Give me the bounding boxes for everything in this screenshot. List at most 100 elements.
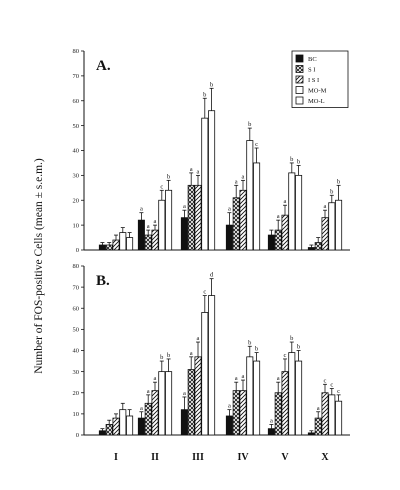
bar [321, 217, 329, 251]
bar [158, 199, 166, 251]
legend-swatch [295, 65, 304, 73]
bar [119, 409, 127, 436]
significance-label: a [154, 375, 157, 382]
x-tick-label: X [321, 452, 329, 463]
significance-label: b [167, 352, 170, 359]
y-tick-label: 0 [76, 247, 79, 254]
significance-label: a [284, 198, 287, 205]
y-tick-label: 60 [73, 305, 80, 312]
bar [335, 199, 343, 251]
bar [126, 415, 134, 436]
y-axis-label: Number of FOS-positive Cells (mean ± s.e… [33, 158, 45, 374]
x-tick-label: II [151, 452, 159, 463]
bar [194, 356, 202, 436]
bar [281, 214, 289, 251]
bar [194, 184, 202, 251]
significance-label: b [330, 188, 333, 195]
bar [137, 417, 145, 436]
bar [137, 219, 145, 251]
bar [119, 232, 127, 251]
x-tick-label: V [281, 452, 289, 463]
significance-label: d [210, 272, 214, 279]
bar [307, 247, 315, 251]
y-tick-label: 0 [76, 432, 79, 439]
significance-label: c [284, 352, 287, 359]
y-tick-label: 10 [73, 222, 80, 229]
bar [314, 417, 322, 436]
panel-label: A. [96, 58, 111, 74]
bar [307, 432, 315, 436]
significance-label: b [248, 339, 251, 346]
significance-label: b [210, 81, 213, 88]
bar [187, 369, 195, 436]
legend-swatch [295, 96, 304, 105]
legend-label: I S I [308, 77, 319, 84]
bar [232, 197, 240, 251]
significance-label: a [147, 223, 150, 230]
significance-label: a [154, 218, 157, 225]
significance-label: b [297, 158, 300, 165]
bar [281, 371, 289, 436]
y-tick-label: 10 [73, 411, 80, 418]
significance-label: b [290, 335, 293, 342]
legend-label: MO-M [308, 88, 327, 95]
significance-label: a [190, 350, 193, 357]
bar [328, 202, 336, 251]
bar [98, 430, 106, 436]
bar [321, 392, 329, 436]
y-tick-label: 70 [73, 73, 80, 80]
x-tick-label: I [114, 452, 118, 463]
bar [239, 189, 247, 251]
legend-swatch [295, 75, 304, 84]
significance-label: c [324, 377, 327, 384]
y-tick-label: 30 [73, 369, 80, 376]
y-tick-label: 80 [73, 48, 80, 55]
legend-label: MO-L [308, 98, 325, 105]
bar [232, 390, 240, 436]
bar [246, 140, 254, 251]
bar [239, 390, 247, 436]
significance-label: a [197, 168, 200, 175]
bar [151, 229, 159, 251]
y-tick-label: 50 [73, 123, 80, 130]
bar [201, 312, 209, 436]
bar [158, 371, 166, 436]
bar [208, 295, 216, 436]
bar [246, 356, 254, 436]
y-tick-label: 60 [73, 98, 80, 105]
bar [208, 110, 216, 251]
bar [165, 189, 173, 251]
significance-label: a [140, 405, 143, 412]
significance-label: b [297, 344, 300, 351]
y-tick-label: 30 [73, 173, 80, 180]
bar [253, 360, 261, 436]
bar [151, 390, 159, 436]
x-tick-label: IV [237, 452, 249, 463]
y-tick-label: 20 [73, 390, 80, 397]
significance-label: a [235, 178, 238, 185]
significance-label: a [324, 203, 327, 210]
significance-label: a [228, 206, 231, 213]
significance-label: b [160, 354, 163, 361]
significance-label: a [183, 390, 186, 397]
bar [253, 162, 261, 251]
bar [274, 392, 282, 436]
bar [105, 424, 113, 436]
legend-swatch [295, 54, 304, 63]
bar [144, 234, 152, 251]
significance-label: c [330, 382, 333, 389]
significance-label: a [235, 375, 238, 382]
y-tick-label: 70 [73, 284, 80, 291]
bar [98, 244, 106, 251]
bar [180, 409, 188, 436]
bar [144, 402, 152, 436]
bar [105, 244, 113, 251]
x-tick-label: III [192, 452, 204, 463]
bar [165, 371, 173, 436]
bar [295, 360, 303, 436]
panel-label: B. [96, 273, 110, 289]
bar [267, 428, 275, 436]
legend-label: S I [308, 67, 315, 74]
